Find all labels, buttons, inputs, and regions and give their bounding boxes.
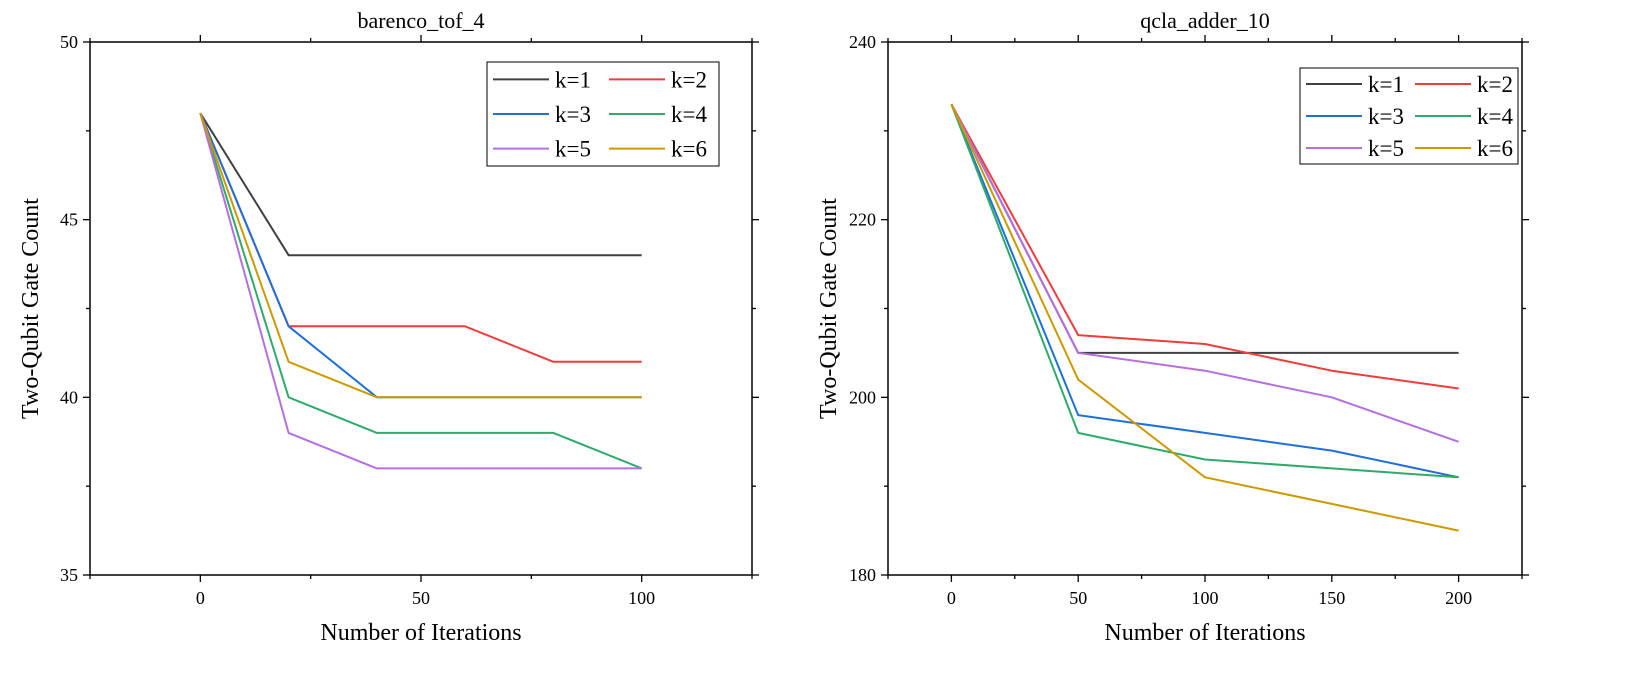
y-tick-label: 240 xyxy=(849,32,876,52)
legend-label: k=1 xyxy=(1368,72,1404,97)
x-tick-label: 0 xyxy=(196,588,205,608)
legend: k=1 k=2 k=3 k=4 k=5 k=6 xyxy=(1299,67,1519,165)
y-axis-label: Two-Qubit Gate Count xyxy=(816,198,842,419)
series-line-k4 xyxy=(950,103,1459,479)
legend: k=1 k=2 k=3 k=4 k=5 k=6 xyxy=(486,61,720,167)
series-line-k3 xyxy=(950,103,1459,479)
legend-label: k=4 xyxy=(671,102,707,127)
y-tick-label: 50 xyxy=(60,32,78,52)
legend-label: k=6 xyxy=(1477,136,1513,161)
x-axis-label: Number of Iterations xyxy=(320,620,521,646)
series-line-k2 xyxy=(950,103,1459,390)
legend-label: k=4 xyxy=(1477,104,1513,129)
series-line-k4 xyxy=(199,112,643,470)
y-axis-label: Two-Qubit Gate Count xyxy=(18,198,44,419)
series-line-k6 xyxy=(950,103,1459,532)
series-line-k5 xyxy=(950,103,1459,443)
legend-label: k=5 xyxy=(1368,136,1404,161)
x-tick-label: 50 xyxy=(412,588,430,608)
y-tick-label: 180 xyxy=(849,565,876,585)
x-axis-label: Number of Iterations xyxy=(1104,620,1305,646)
y-tick-label: 220 xyxy=(849,210,876,230)
legend-label: k=3 xyxy=(1368,104,1404,129)
x-tick-label: 200 xyxy=(1445,588,1472,608)
series-line-k5 xyxy=(199,112,642,470)
legend-label: k=1 xyxy=(555,67,591,92)
y-tick-label: 200 xyxy=(849,387,876,407)
x-tick-label: 50 xyxy=(1069,588,1087,608)
legend-label: k=6 xyxy=(671,137,707,162)
y-tick-label: 40 xyxy=(60,387,78,407)
legend-label: k=2 xyxy=(671,67,707,92)
legend-label: k=2 xyxy=(1477,72,1513,97)
y-tick-label: 45 xyxy=(60,210,78,230)
x-tick-label: 150 xyxy=(1318,588,1345,608)
x-tick-label: 100 xyxy=(1192,588,1219,608)
series-line-k6 xyxy=(199,112,642,399)
chart-title: qcla_adder_10 xyxy=(1140,8,1270,33)
chart-title: barenco_tof_4 xyxy=(357,8,484,33)
legend-label: k=3 xyxy=(555,102,591,127)
x-tick-label: 100 xyxy=(628,588,655,608)
x-tick-label: 0 xyxy=(947,588,956,608)
legend-label: k=5 xyxy=(555,137,591,162)
y-tick-label: 35 xyxy=(60,565,78,585)
chart-panel-2: qcla_adder_10 0 50 100 150 200 180 200 220 240 Num… xyxy=(816,8,1529,646)
series-line-k1 xyxy=(199,112,642,257)
chart-panel-1: barenco_tof_4 0 50 100 35 40 45 50 Number of Ite… xyxy=(18,8,759,646)
